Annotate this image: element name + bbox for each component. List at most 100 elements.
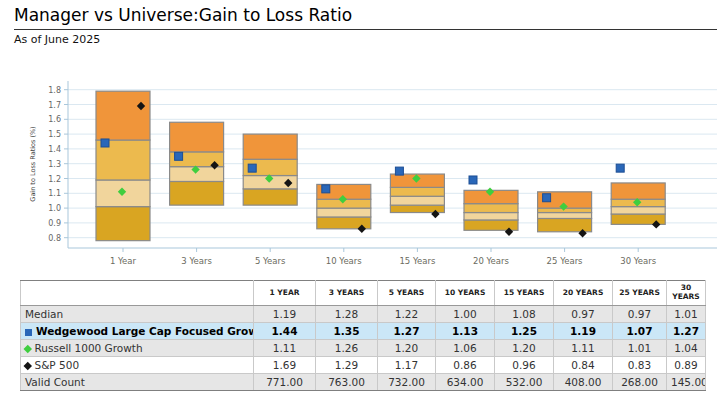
band-q4	[611, 183, 665, 199]
table-row: Valid Count771.00763.00732.00634.00532.0…	[21, 374, 706, 391]
value-cell: 408.00	[554, 374, 613, 391]
value-cell: 1.35	[316, 323, 378, 340]
table-row: Wedgewood Large Cap Focused Growth1.441.…	[21, 323, 706, 340]
value-cell: 0.86	[436, 357, 495, 374]
value-cell: 1.07	[613, 323, 667, 340]
value-cell: 1.22	[378, 306, 436, 323]
band-q4	[170, 122, 224, 152]
row-label: Wedgewood Large Cap Focused Growth	[21, 323, 254, 340]
band-q2	[611, 207, 665, 214]
y-tick-label: 1.3	[48, 160, 61, 169]
blue-square-marker	[248, 164, 256, 172]
blue-square-marker	[322, 185, 330, 193]
value-cell: 1.11	[554, 340, 613, 357]
column-header: 5 YEARS	[378, 281, 436, 306]
band-q1	[170, 181, 224, 205]
x-tick-label: 20 Years	[473, 256, 510, 266]
value-cell: 1.01	[667, 306, 706, 323]
column-header: 15 YEARS	[495, 281, 554, 306]
value-cell: 1.08	[495, 306, 554, 323]
value-cell: 1.28	[316, 306, 378, 323]
x-tick-label: 1 Year	[110, 256, 137, 266]
value-cell: 1.20	[495, 340, 554, 357]
stats-table: 1 YEAR3 YEARS5 YEARS10 YEARS15 YEARS20 Y…	[20, 280, 706, 391]
blue-square-marker	[395, 167, 403, 175]
value-cell: 0.97	[613, 306, 667, 323]
black-diamond-icon	[24, 362, 32, 370]
column-header: 3 YEARS	[316, 281, 378, 306]
corner-cell	[21, 281, 254, 306]
table-header: 1 YEAR3 YEARS5 YEARS10 YEARS15 YEARS20 Y…	[21, 281, 706, 306]
value-cell: 1.06	[436, 340, 495, 357]
band-q2	[390, 196, 444, 205]
table-row: S&P 5001.691.291.170.860.960.840.830.89	[21, 357, 706, 374]
y-tick-label: 1.2	[48, 175, 61, 184]
value-cell: 268.00	[613, 374, 667, 391]
value-cell: 1.19	[254, 306, 316, 323]
value-cell: 1.11	[254, 340, 316, 357]
column-header: 25 YEARS	[613, 281, 667, 306]
column-header: 20 YEARS	[554, 281, 613, 306]
row-label: Median	[21, 306, 254, 323]
x-tick-label: 5 Years	[255, 256, 286, 266]
y-tick-label: 1.6	[48, 115, 61, 124]
as-of-date: As of June 2025	[14, 33, 100, 46]
title-divider	[14, 29, 717, 30]
x-tick-label: 30 Years	[620, 256, 657, 266]
band-q3	[464, 204, 518, 213]
value-cell: 145.00	[667, 374, 706, 391]
blue-square-marker	[101, 139, 109, 147]
blue-square-icon	[25, 329, 32, 336]
band-q1	[96, 207, 150, 241]
value-cell: 1.44	[254, 323, 316, 340]
column-header: 30 YEARS	[667, 281, 706, 306]
value-cell: 0.97	[554, 306, 613, 323]
y-tick-label: 1.7	[48, 101, 61, 110]
value-cell: 1.00	[436, 306, 495, 323]
y-tick-label: 1.1	[48, 189, 61, 198]
band-q3	[390, 187, 444, 196]
page: Manager vs Universe:Gain to Loss Ratio A…	[0, 0, 725, 400]
band-q2	[464, 213, 518, 220]
y-axis-title: Gain to Loss Ratios (%)	[29, 126, 37, 201]
value-cell: 634.00	[436, 374, 495, 391]
band-q4	[96, 91, 150, 140]
green-diamond-icon	[24, 345, 32, 353]
band-q4	[243, 134, 297, 159]
value-cell: 1.69	[254, 357, 316, 374]
value-cell: 1.04	[667, 340, 706, 357]
row-label: S&P 500	[21, 357, 254, 374]
y-tick-label: 0.8	[48, 234, 61, 243]
gain-to-loss-chart: 1.81.71.61.51.41.31.21.11.00.90.81 Year3…	[0, 62, 725, 274]
table-row: Median1.191.281.221.001.080.970.971.01	[21, 306, 706, 323]
percentile-bar	[464, 190, 518, 230]
value-cell: 1.17	[378, 357, 436, 374]
page-title: Manager vs Universe:Gain to Loss Ratio	[14, 5, 352, 25]
value-cell: 1.20	[378, 340, 436, 357]
blue-square-marker	[543, 194, 551, 202]
percentile-bar	[96, 91, 150, 240]
band-q2	[538, 213, 592, 219]
band-q1	[243, 189, 297, 205]
value-cell: 1.27	[667, 323, 706, 340]
x-tick-label: 25 Years	[547, 256, 584, 266]
value-cell: 532.00	[495, 374, 554, 391]
value-cell: 732.00	[378, 374, 436, 391]
y-tick-label: 1.5	[48, 130, 61, 139]
x-tick-label: 3 Years	[181, 256, 212, 266]
value-cell: 0.83	[613, 357, 667, 374]
value-cell: 1.26	[316, 340, 378, 357]
value-cell: 1.01	[613, 340, 667, 357]
band-q1	[538, 218, 592, 231]
value-cell: 1.29	[316, 357, 378, 374]
value-cell: 0.89	[667, 357, 706, 374]
band-q2	[317, 208, 371, 217]
row-label: Russell 1000 Growth	[21, 340, 254, 357]
table-row: Russell 1000 Growth1.111.261.201.061.201…	[21, 340, 706, 357]
value-cell: 763.00	[316, 374, 378, 391]
value-cell: 771.00	[254, 374, 316, 391]
blue-square-marker	[175, 152, 183, 160]
column-header: 1 YEAR	[254, 281, 316, 306]
y-tick-label: 1.8	[48, 86, 61, 95]
value-cell: 1.25	[495, 323, 554, 340]
